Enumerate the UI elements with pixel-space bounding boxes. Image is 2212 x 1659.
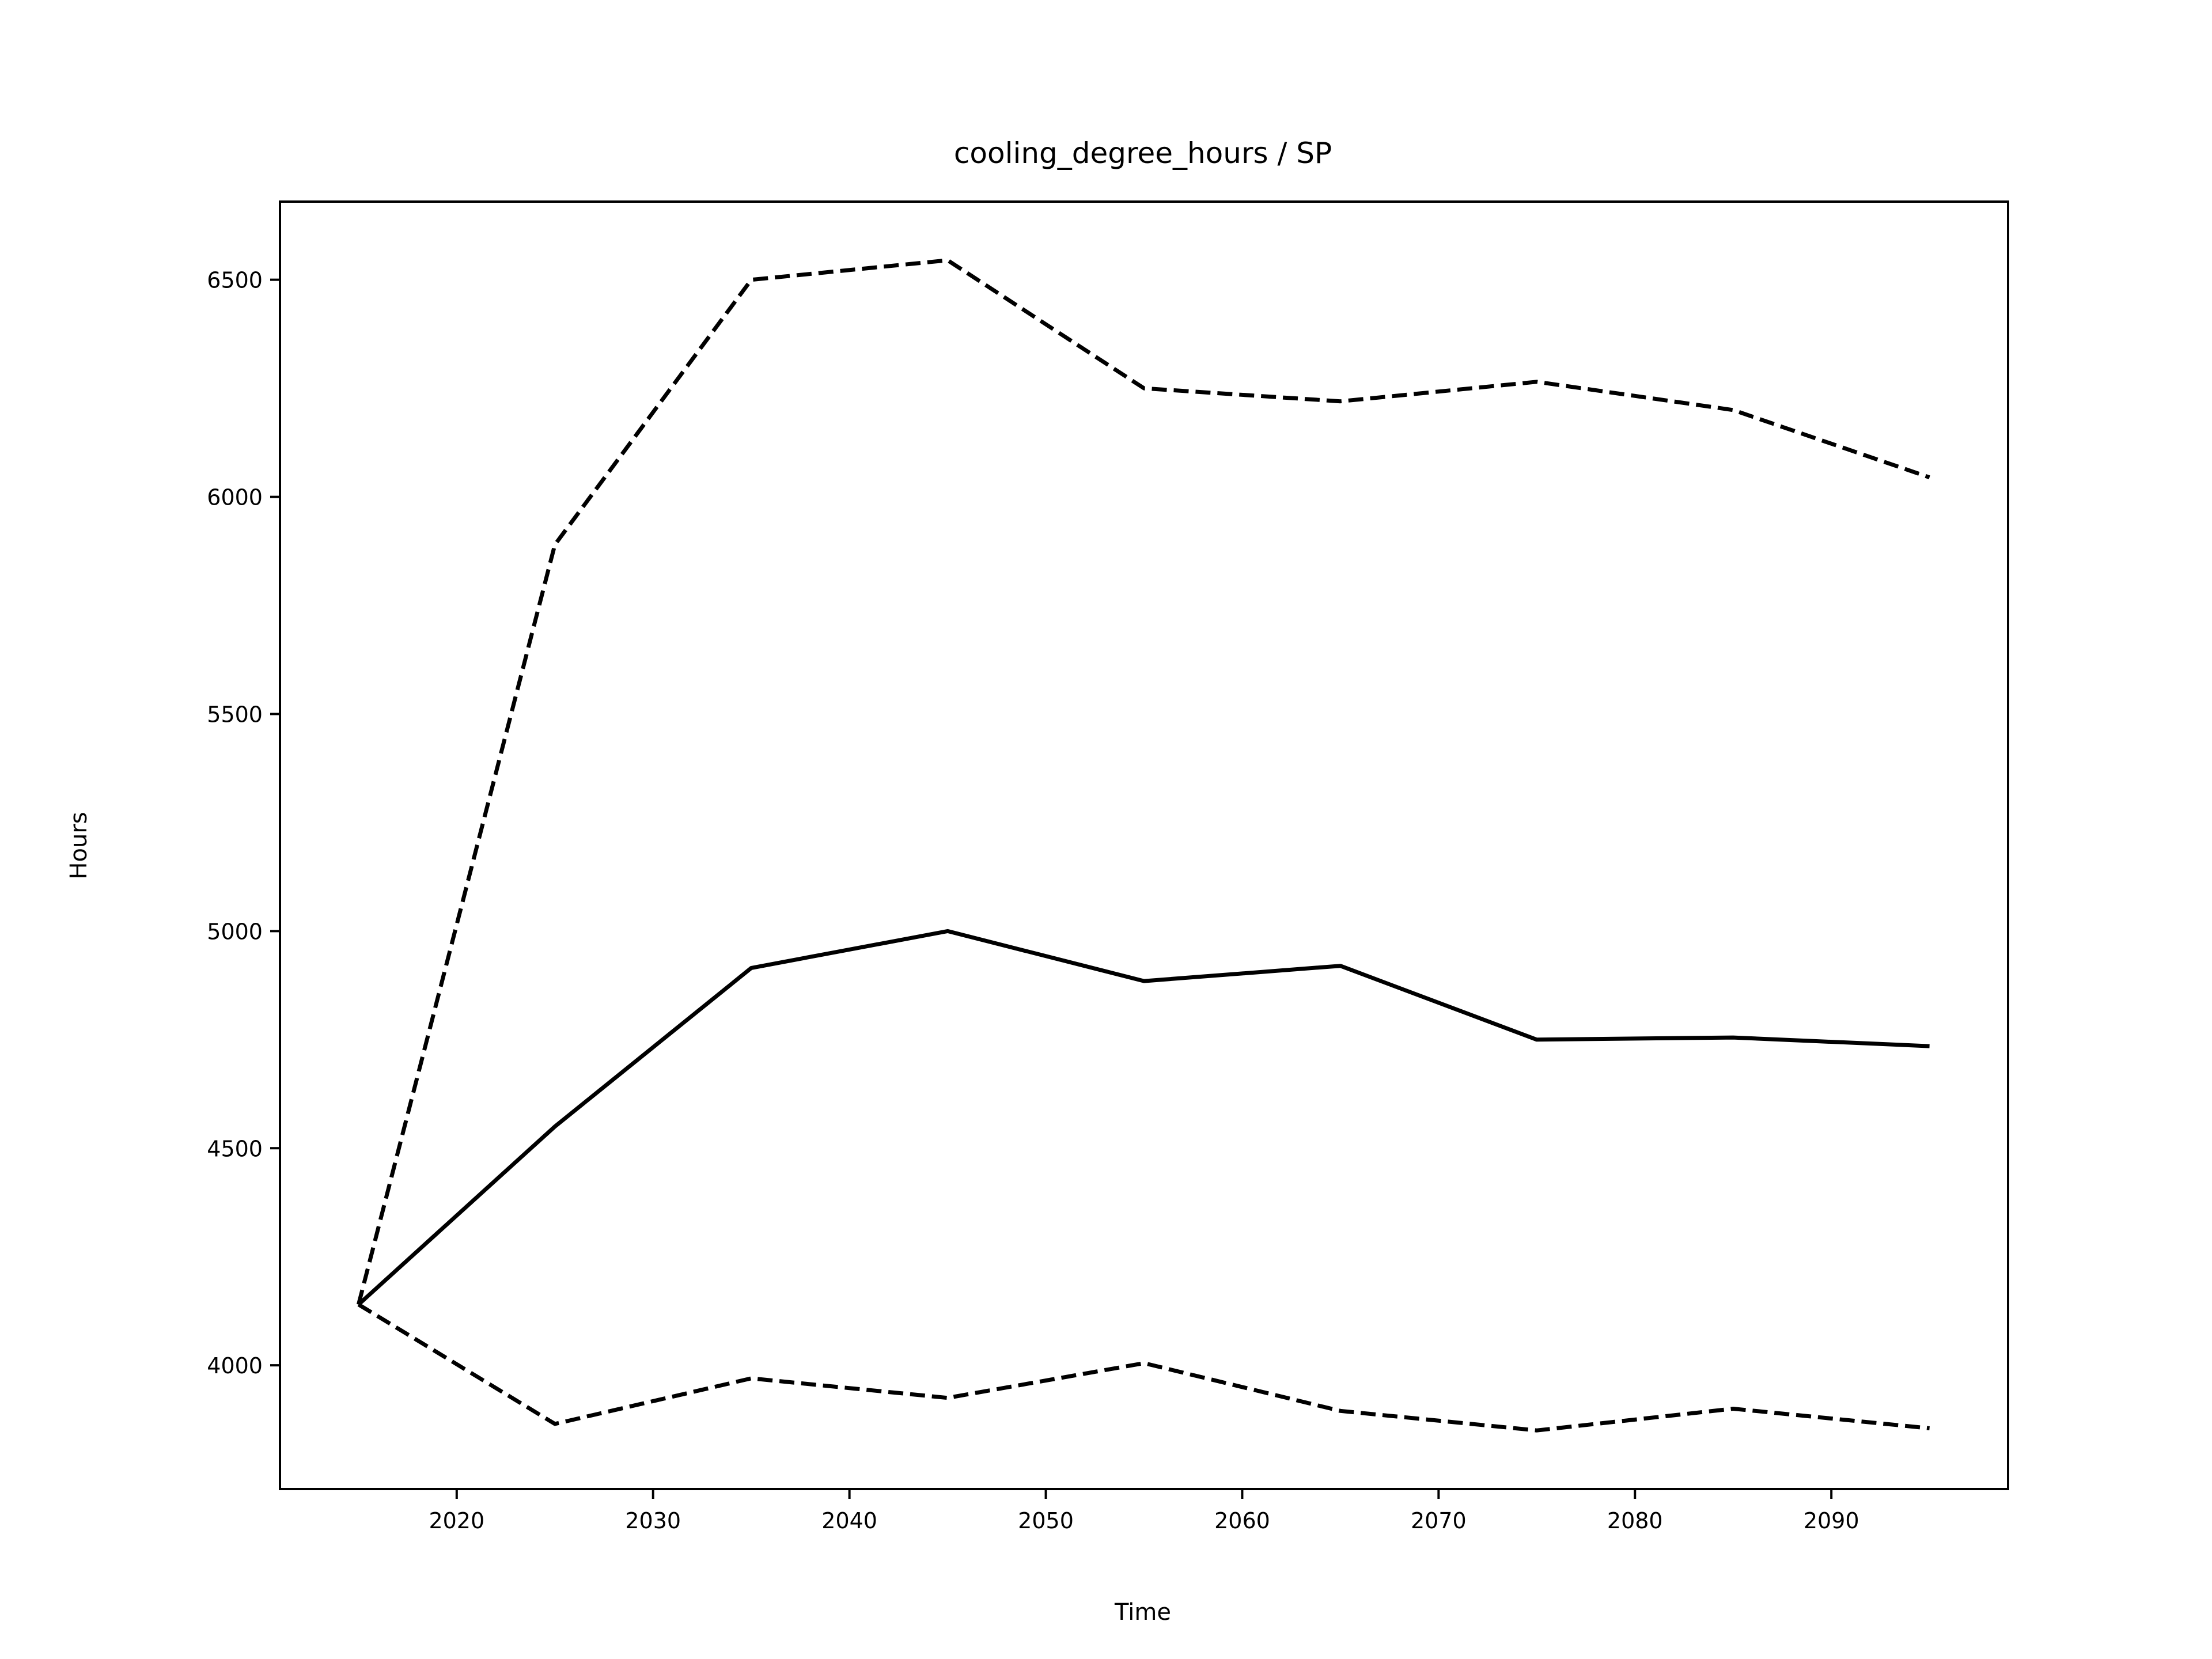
plot-frame	[279, 200, 2009, 1490]
x-tick-label: 2020	[429, 1508, 484, 1533]
y-tick-label: 6000	[207, 485, 263, 510]
x-axis: 2020 2030 2040 2050 2060 2070 2080 2090	[429, 1489, 1859, 1533]
x-tick-label: 2050	[1018, 1508, 1074, 1533]
x-tick-label: 2030	[625, 1508, 681, 1533]
y-tick-label: 4500	[207, 1136, 263, 1161]
y-axis-label: Hours	[66, 812, 92, 879]
x-tick-label: 2060	[1214, 1508, 1270, 1533]
chart-title: cooling_degree_hours / SP	[954, 137, 1332, 170]
x-axis-label: Time	[1114, 1599, 1171, 1626]
y-axis: 4000 4500 5000 5500 6000 6500	[207, 268, 280, 1378]
series-layer	[357, 258, 1930, 1433]
series-line-upper	[357, 258, 1930, 1305]
series-line-median	[357, 929, 1930, 1306]
series-line-lower	[357, 1302, 1930, 1433]
x-tick-label: 2080	[1607, 1508, 1663, 1533]
x-tick-label: 2090	[1804, 1508, 1859, 1533]
y-tick-label: 4000	[207, 1353, 263, 1378]
y-tick-label: 5500	[207, 702, 263, 727]
y-tick-label: 5000	[207, 919, 263, 944]
y-tick-label: 6500	[207, 268, 263, 293]
x-tick-label: 2040	[821, 1508, 877, 1533]
x-tick-label: 2070	[1411, 1508, 1467, 1533]
